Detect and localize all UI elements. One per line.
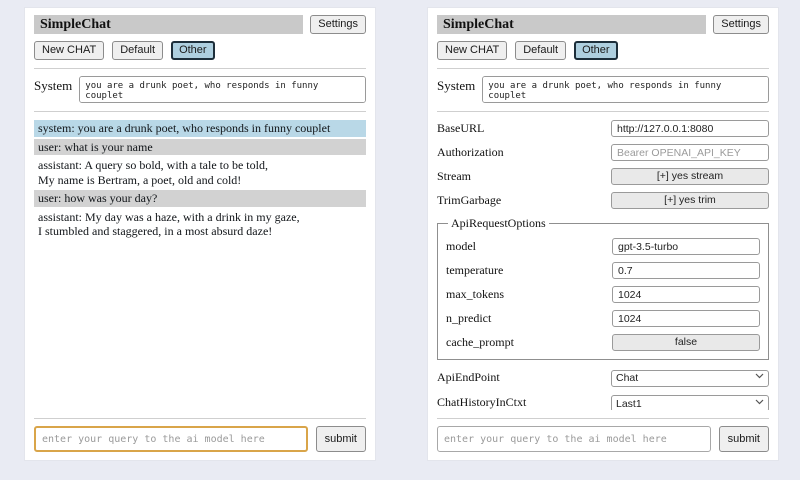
settings-panel: SimpleChat Settings New CHAT Default Oth… [428, 8, 778, 460]
setting-label: ChatHistoryInCtxt [437, 395, 527, 410]
submit-button[interactable]: submit [315, 426, 366, 452]
stream-toggle-button[interactable]: [+] yes stream [611, 168, 769, 185]
setting-row-cache-prompt: cache_prompt false [446, 334, 760, 351]
setting-label: cache_prompt [446, 335, 514, 349]
divider [437, 418, 769, 419]
session-buttons-row: New CHAT Default Other [437, 41, 769, 60]
trimgarbage-toggle-button[interactable]: [+] yes trim [611, 192, 769, 209]
api-request-options-legend: ApiRequestOptions [451, 216, 546, 230]
submit-button[interactable]: submit [718, 426, 769, 452]
setting-label: ApiEndPoint [437, 369, 500, 384]
query-input[interactable] [34, 426, 308, 452]
settings-button[interactable]: Settings [310, 15, 366, 34]
setting-label: Stream [437, 169, 471, 183]
setting-label: max_tokens [446, 287, 504, 301]
model-input[interactable] [612, 238, 760, 255]
temperature-input[interactable] [612, 262, 760, 279]
chat-message-list: system: you are a drunk poet, who respon… [34, 120, 366, 410]
query-row: submit [34, 426, 366, 452]
setting-row-chathistoryinctxt: ChatHistoryInCtxt Last1 [437, 394, 769, 410]
setting-label: n_predict [446, 311, 492, 325]
settings-panel-header: SimpleChat Settings [437, 15, 769, 34]
chat-message-user: user: how was your day? [34, 190, 366, 207]
setting-label: Authorization [437, 145, 504, 159]
session-button-default[interactable]: Default [112, 41, 164, 60]
setting-row-baseurl: BaseURL [437, 120, 769, 137]
new-chat-button[interactable]: New CHAT [437, 41, 508, 60]
query-input[interactable] [437, 426, 711, 452]
apiendpoint-select-wrap: Chat [611, 368, 769, 387]
chat-input-area: submit [34, 410, 366, 452]
setting-label: BaseURL [437, 121, 485, 135]
system-prompt-row: System you are a drunk poet, who respond… [34, 76, 366, 103]
setting-row-trimgarbage: TrimGarbage [+] yes trim [437, 192, 769, 209]
settings-form: BaseURL Authorization Stream [+] yes str… [437, 120, 769, 410]
cache-prompt-toggle-button[interactable]: false [612, 334, 760, 351]
setting-label: model [446, 239, 476, 253]
setting-row-max-tokens: max_tokens [446, 286, 760, 303]
chat-input-area: submit [437, 410, 769, 452]
query-row: submit [437, 426, 769, 452]
authorization-input[interactable] [611, 144, 769, 161]
session-button-default[interactable]: Default [515, 41, 567, 60]
divider [34, 111, 366, 112]
api-request-options-fieldset: ApiRequestOptions model temperature max_… [437, 216, 769, 360]
chat-message-user: user: what is your name [34, 138, 366, 155]
setting-label: TrimGarbage [437, 193, 502, 207]
apiendpoint-select[interactable]: Chat [611, 369, 769, 387]
divider [34, 418, 366, 419]
setting-row-apiendpoint: ApiEndPoint Chat [437, 368, 769, 387]
system-label: System [34, 78, 73, 93]
session-buttons-row: New CHAT Default Other [34, 41, 366, 60]
baseurl-input[interactable] [611, 120, 769, 137]
setting-label: temperature [446, 263, 504, 277]
system-prompt-textarea[interactable]: you are a drunk poet, who responds in fu… [79, 76, 366, 103]
setting-row-n-predict: n_predict [446, 310, 760, 327]
setting-row-authorization: Authorization [437, 144, 769, 161]
system-prompt-row: System you are a drunk poet, who respond… [437, 76, 769, 103]
app-title: SimpleChat [437, 15, 707, 34]
session-button-other[interactable]: Other [171, 41, 215, 60]
app-title: SimpleChat [34, 15, 304, 34]
chat-panel: SimpleChat Settings New CHAT Default Oth… [25, 8, 375, 460]
system-prompt-textarea[interactable]: you are a drunk poet, who responds in fu… [482, 76, 769, 103]
chathistory-select-wrap: Last1 [611, 394, 769, 410]
setting-row-stream: Stream [+] yes stream [437, 168, 769, 185]
settings-button[interactable]: Settings [713, 15, 769, 34]
divider [34, 68, 366, 69]
n-predict-input[interactable] [612, 310, 760, 327]
chat-message-assistant: assistant: A query so bold, with a tale … [34, 157, 366, 188]
system-label: System [437, 78, 476, 93]
chat-panel-header: SimpleChat Settings [34, 15, 366, 34]
setting-row-temperature: temperature [446, 262, 760, 279]
session-button-other[interactable]: Other [574, 41, 618, 60]
setting-row-model: model [446, 238, 760, 255]
chathistoryinctxt-select[interactable]: Last1 [611, 395, 769, 410]
divider [437, 68, 769, 69]
new-chat-button[interactable]: New CHAT [34, 41, 105, 60]
chat-message-assistant: assistant: My day was a haze, with a dri… [34, 208, 366, 240]
chat-message-system: system: you are a drunk poet, who respon… [34, 120, 366, 137]
divider [437, 111, 769, 112]
max-tokens-input[interactable] [612, 286, 760, 303]
